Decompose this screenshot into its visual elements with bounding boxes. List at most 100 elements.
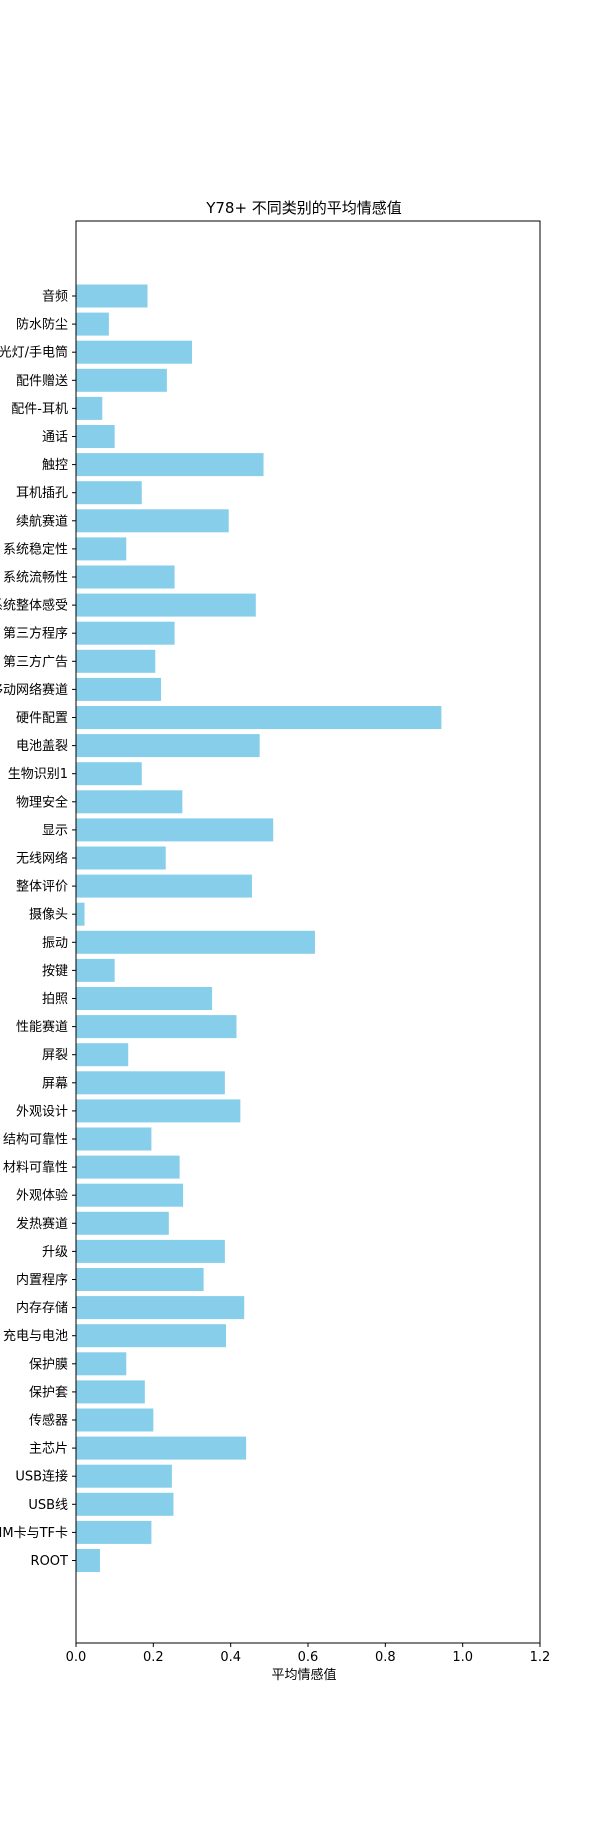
chart-title: Y78+ 不同类别的平均情感值: [205, 199, 402, 217]
bar: [76, 1549, 100, 1572]
x-axis-title: 平均情感值: [271, 1667, 336, 1683]
y-tick-label: 系统整体感受: [0, 598, 68, 614]
bar: [76, 874, 252, 898]
x-axis-ticks: 0.0 0.2 0.4 0.6 0.8 1.0 1.2: [66, 1643, 551, 1665]
bar: [76, 1436, 247, 1460]
y-tick-label: 材料可靠性: [3, 1161, 68, 1176]
bar: [76, 734, 260, 758]
y-tick-label: 按键: [42, 964, 68, 979]
y-tick-label: 摄像头: [29, 908, 68, 923]
y-tick-label: 移动网络赛道: [0, 682, 68, 698]
y-axis-ticks: 音频防水防尘闪光灯/手电筒配件赠送配件-耳机通话触控耳机插孔续航赛道系统稳定性系…: [0, 289, 76, 1569]
y-tick-label: 系统流畅性: [3, 571, 68, 586]
y-tick-label: 内存存储: [16, 1300, 68, 1316]
bar: [76, 790, 183, 814]
x-tick-label: 1.2: [530, 1650, 551, 1665]
bar: [76, 593, 256, 617]
bar: [76, 396, 103, 420]
bar: [76, 930, 315, 954]
plot-frame: [75, 220, 541, 1644]
y-tick-label: 系统稳定性: [3, 541, 68, 557]
bar: [76, 1268, 204, 1291]
y-tick-label: 发热赛道: [16, 1216, 68, 1232]
bar: [76, 1464, 172, 1488]
y-tick-label: 第三方程序: [3, 626, 68, 642]
y-tick-label: 配件-耳机: [11, 402, 68, 417]
bar: [76, 368, 167, 392]
y-tick-label: 升级: [42, 1245, 68, 1260]
y-tick-label: 屏幕: [42, 1076, 68, 1091]
y-tick-label: 电池盖裂: [16, 739, 68, 754]
bar: [76, 987, 213, 1010]
bar: [76, 340, 192, 364]
bar: [76, 958, 115, 982]
bar: [76, 1352, 127, 1376]
x-tick-label: 0.2: [143, 1650, 164, 1665]
y-tick-label: 屏裂: [42, 1048, 68, 1063]
bar: [76, 284, 148, 308]
y-tick-label: 闪光灯/手电筒: [0, 345, 68, 361]
y-tick-label: 耳机插孔: [16, 486, 68, 501]
y-tick-label: 内置程序: [16, 1272, 68, 1288]
bar: [76, 1380, 145, 1404]
y-tick-label: 结构可靠性: [3, 1133, 68, 1148]
y-tick-label: 触控: [42, 458, 68, 473]
bar: [76, 453, 264, 477]
y-tick-label: 生物识别1: [8, 767, 68, 782]
x-tick-label: 0.6: [298, 1650, 319, 1665]
y-tick-label: 整体评价: [16, 880, 68, 895]
y-tick-label: 第三方广告: [3, 654, 68, 670]
bar: [76, 902, 85, 926]
x-tick-label: 0.8: [375, 1650, 396, 1665]
bar: [76, 1408, 154, 1432]
bar: [76, 677, 162, 701]
bar: [76, 425, 115, 448]
bar: [76, 1239, 225, 1263]
y-tick-label: 拍照: [42, 992, 68, 1007]
y-tick-label: ROOT: [31, 1554, 68, 1569]
bar: [76, 312, 109, 336]
x-tick-label: 1.0: [452, 1650, 473, 1665]
y-tick-label: 外观体验: [16, 1188, 68, 1204]
y-tick-label: 防水防尘: [16, 317, 68, 333]
y-tick-label: SIM卡与TF卡: [0, 1526, 68, 1541]
y-tick-label: 保护套: [29, 1384, 68, 1400]
bar: [76, 621, 175, 645]
bar: [76, 1183, 184, 1207]
y-tick-label: 传感器: [29, 1413, 68, 1429]
bars-group: [76, 284, 442, 1572]
y-tick-label: 通话: [42, 430, 68, 445]
x-tick-label: 0.0: [66, 1650, 87, 1665]
y-tick-label: USB线: [28, 1498, 68, 1513]
bar: [76, 762, 142, 786]
y-tick-label: 配件赠送: [16, 374, 68, 389]
y-tick-label: 主芯片: [29, 1442, 68, 1457]
bar: [76, 818, 274, 842]
bar: [76, 1127, 152, 1151]
bar: [76, 509, 229, 533]
bar: [76, 565, 175, 589]
bar: [76, 1492, 174, 1516]
bar: [76, 1155, 180, 1179]
y-tick-label: 保护膜: [29, 1357, 68, 1372]
y-tick-label: 性能赛道: [16, 1019, 68, 1035]
bar: [76, 846, 166, 870]
y-tick-label: 续航赛道: [16, 513, 68, 529]
bar: [76, 1211, 169, 1235]
bar: [76, 481, 142, 505]
y-tick-label: 无线网络: [16, 851, 68, 867]
bar: [76, 537, 127, 561]
y-tick-label: 振动: [42, 936, 68, 951]
bar: [76, 1043, 129, 1067]
y-tick-label: 显示: [42, 823, 68, 838]
y-tick-label: 音频: [42, 289, 68, 305]
bar: [76, 1015, 237, 1039]
x-tick-label: 0.4: [220, 1650, 241, 1665]
y-tick-label: 充电与电池: [3, 1328, 68, 1344]
y-tick-label: 物理安全: [16, 794, 68, 810]
y-tick-label: 硬件配置: [16, 711, 68, 726]
bar: [76, 1099, 241, 1123]
bar: [76, 649, 156, 673]
